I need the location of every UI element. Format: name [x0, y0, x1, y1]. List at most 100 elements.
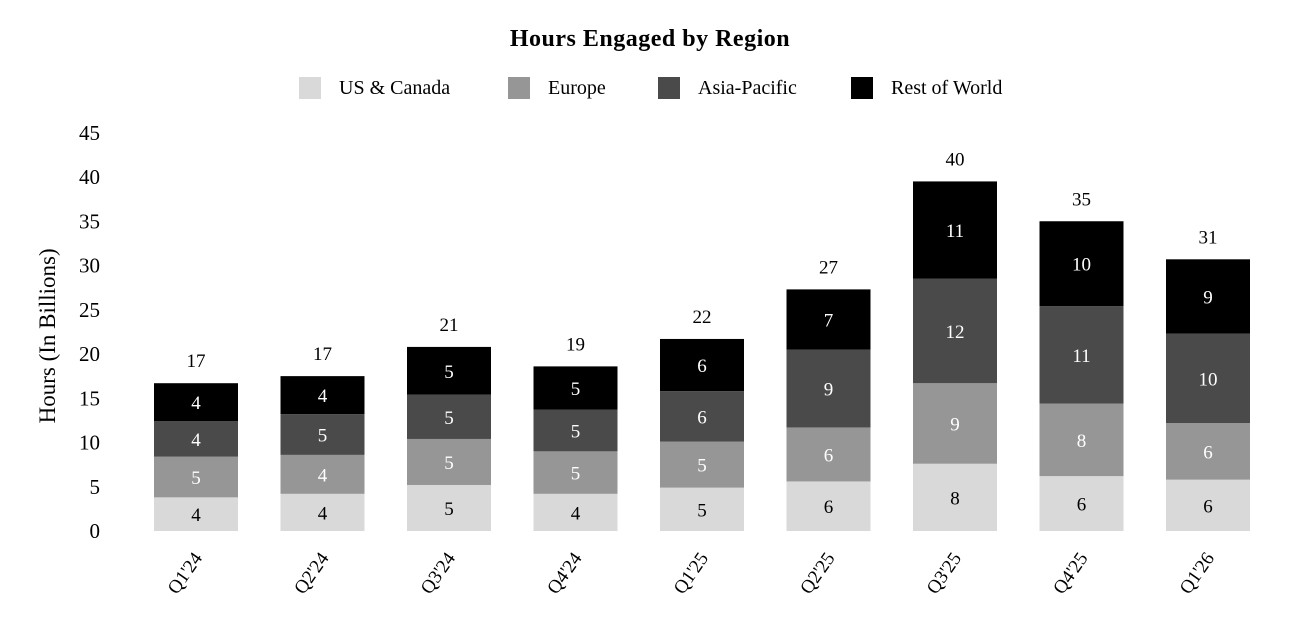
- x-tick-label: Q1'26: [1176, 549, 1219, 598]
- data-label-us-canada: 6: [1203, 496, 1213, 517]
- bar-segment-asia-pacific: [660, 391, 744, 442]
- bar-segment-rest-of-world: [280, 376, 365, 415]
- bar-segment-us-canada: [660, 487, 744, 531]
- bar-segment-us-canada: [1166, 479, 1250, 531]
- data-label-us-canada: 4: [191, 505, 201, 526]
- bar-segment-us-canada: [533, 493, 618, 531]
- bar-total-label: 40: [946, 149, 965, 170]
- y-tick-label: 15: [79, 386, 100, 410]
- bar-segment-rest-of-world: [533, 366, 618, 410]
- bar-segment-rest-of-world: [786, 289, 871, 350]
- data-label-europe: 5: [191, 468, 201, 489]
- y-tick-label: 30: [79, 254, 100, 278]
- bar-total-label: 31: [1199, 227, 1218, 248]
- legend-item-us-canada: US & Canada: [299, 74, 450, 102]
- data-label-rest-of-world: 9: [1203, 287, 1213, 308]
- data-label-europe: 5: [444, 453, 454, 474]
- bar-segment-asia-pacific: [533, 409, 618, 452]
- data-label-us-canada: 4: [571, 503, 581, 524]
- data-label-asia-pacific: 5: [571, 422, 581, 443]
- bar-segment-us-canada: [913, 463, 997, 531]
- data-label-us-canada: 6: [824, 497, 834, 518]
- bar-segment-us-canada: [280, 493, 365, 531]
- y-tick-label: 40: [79, 165, 100, 189]
- bar-segment-europe: [154, 456, 238, 498]
- data-label-asia-pacific: 5: [318, 426, 328, 447]
- data-label-us-canada: 4: [318, 503, 328, 524]
- legend-label-asia-pacific: Asia-Pacific: [698, 76, 797, 99]
- data-label-europe: 6: [824, 445, 834, 466]
- x-tick-label: Q1'25: [670, 549, 713, 598]
- bar-segment-europe: [786, 427, 871, 482]
- data-label-us-canada: 5: [697, 500, 707, 521]
- bar-total-label: 17: [187, 351, 206, 372]
- legend-item-europe: Europe: [508, 74, 606, 102]
- chart-legend: US & Canada Europe Asia-Pacific Rest of …: [0, 74, 1300, 102]
- data-label-europe: 5: [697, 456, 707, 477]
- data-label-europe: 6: [1203, 442, 1213, 463]
- x-tick-label: Q2'25: [796, 549, 839, 598]
- bar-segment-europe: [660, 441, 744, 488]
- data-label-asia-pacific: 11: [1072, 346, 1090, 367]
- data-label-europe: 4: [318, 465, 328, 486]
- x-tick-label: Q3'24: [417, 548, 461, 598]
- data-label-asia-pacific: 6: [697, 407, 707, 428]
- legend-label-rest-of-world: Rest of World: [891, 76, 1003, 99]
- legend-swatch-us-canada: [299, 77, 321, 99]
- x-tick-label: Q3'25: [923, 549, 966, 598]
- data-label-rest-of-world: 4: [191, 393, 201, 414]
- data-label-us-canada: 8: [950, 488, 960, 509]
- bar-segment-us-canada: [154, 497, 238, 531]
- bar-segment-asia-pacific: [154, 421, 238, 457]
- bar-segment-europe: [533, 451, 618, 494]
- legend-swatch-europe: [508, 77, 530, 99]
- data-label-asia-pacific: 10: [1199, 369, 1218, 390]
- bar-segment-rest-of-world: [154, 383, 238, 422]
- bar-segment-asia-pacific: [786, 349, 871, 428]
- bar-segment-europe: [1039, 403, 1124, 477]
- y-tick-label: 35: [79, 209, 100, 233]
- bar-total-label: 17: [313, 344, 332, 365]
- y-tick-label: 25: [79, 298, 100, 322]
- x-tick-label: Q4'25: [1049, 549, 1092, 598]
- bar-segment-europe: [280, 454, 365, 494]
- data-label-asia-pacific: 5: [444, 408, 454, 429]
- bar-segment-asia-pacific: [407, 394, 491, 439]
- data-label-rest-of-world: 6: [697, 356, 707, 377]
- y-tick-label: 0: [90, 519, 101, 543]
- data-label-rest-of-world: 11: [946, 221, 964, 242]
- data-label-us-canada: 6: [1077, 495, 1087, 516]
- bar-segment-asia-pacific: [1166, 333, 1250, 424]
- y-tick-label: 5: [90, 475, 101, 499]
- legend-swatch-asia-pacific: [658, 77, 680, 99]
- chart-title: Hours Engaged by Region: [509, 26, 791, 52]
- y-tick-label: 10: [79, 431, 100, 455]
- x-tick-label: Q1'24: [164, 548, 208, 598]
- bar-segment-europe: [407, 438, 491, 485]
- data-label-rest-of-world: 7: [824, 310, 834, 331]
- data-label-asia-pacific: 12: [946, 322, 965, 343]
- legend-item-rest-of-world: Rest of World: [851, 74, 1002, 102]
- bar-segment-us-canada: [407, 484, 491, 531]
- bar-segment-rest-of-world: [660, 338, 744, 392]
- legend-swatch-rest-of-world: [851, 77, 873, 99]
- bar-segment-rest-of-world: [1039, 221, 1124, 307]
- x-tick-label: Q4'24: [543, 548, 587, 598]
- y-tick-label: 45: [79, 121, 100, 145]
- bar-segment-us-canada: [786, 481, 871, 531]
- bar-total-label: 19: [566, 334, 585, 355]
- data-label-europe: 8: [1077, 431, 1087, 452]
- data-label-us-canada: 5: [444, 499, 454, 520]
- y-tick-label: 20: [79, 342, 100, 366]
- bar-total-label: 21: [440, 315, 459, 336]
- bar-segment-asia-pacific: [1039, 306, 1124, 404]
- y-axis-title: Hours (In Billions): [35, 248, 60, 423]
- bar-segment-europe: [913, 383, 997, 464]
- legend-label-us-canada: US & Canada: [339, 76, 451, 99]
- data-label-europe: 5: [571, 464, 581, 485]
- bar-segment-europe: [1166, 423, 1250, 480]
- data-label-asia-pacific: 9: [824, 380, 834, 401]
- bar-total-label: 22: [693, 307, 712, 328]
- legend-label-europe: Europe: [548, 76, 606, 99]
